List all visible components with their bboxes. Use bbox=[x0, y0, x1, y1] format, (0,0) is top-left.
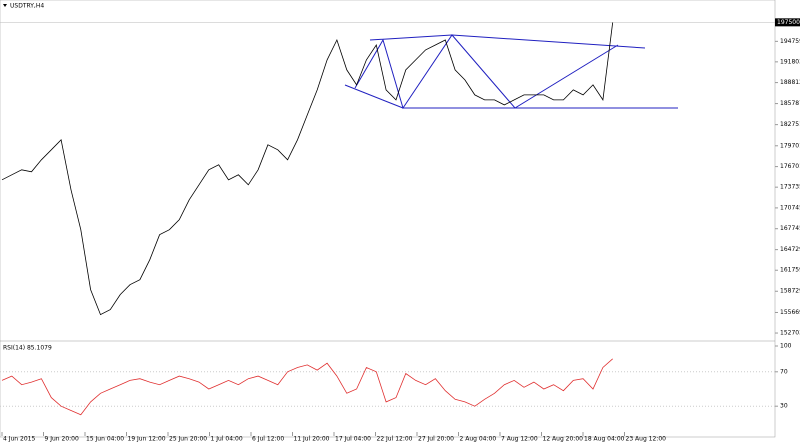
x-tick-label: 18 Aug 04:00 bbox=[584, 436, 625, 442]
x-tick-label: 4 Jun 2015 bbox=[3, 436, 35, 442]
indicator-title: RSI(14) 85.1079 bbox=[3, 345, 52, 352]
x-tick-label: 15 Jun 04:00 bbox=[86, 436, 124, 442]
series-line bbox=[1, 358, 613, 416]
price-label: 1975000 bbox=[777, 19, 800, 26]
x-tick-label: 17 Jul 04:00 bbox=[335, 436, 371, 442]
menu-arrow bbox=[3, 4, 7, 7]
y-tick-label: 1888124 bbox=[780, 79, 800, 86]
x-tick-label: 19 Jun 12:00 bbox=[128, 436, 166, 442]
price-box bbox=[775, 18, 800, 27]
y-tick-label: 1677451 bbox=[780, 225, 800, 232]
x-tick-label: 2 Aug 04:00 bbox=[460, 436, 497, 442]
y-tick-label: 1857871 bbox=[780, 100, 800, 107]
y-tick-label: 1556691 bbox=[780, 309, 800, 316]
y-tick-label: 1587291 bbox=[780, 288, 800, 295]
plot-frame bbox=[0, 0, 776, 438]
y-tick-label: 1707451 bbox=[780, 204, 800, 211]
y-tick-label: 100 bbox=[780, 343, 792, 350]
x-tick-label: 23 Aug 12:00 bbox=[626, 436, 667, 442]
x-tick-label: 6 Jul 12:00 bbox=[252, 436, 284, 442]
series-line bbox=[1, 22, 614, 316]
x-tick-label: 1 Jul 04:00 bbox=[211, 436, 243, 442]
y-tick-label: 1797011 bbox=[780, 142, 800, 149]
x-tick-label: 25 Jun 20:00 bbox=[169, 436, 207, 442]
y-tick-label: 70 bbox=[780, 368, 788, 375]
x-tick-label: 7 Aug 12:00 bbox=[501, 436, 538, 442]
y-tick-label: 1947591 bbox=[780, 38, 800, 45]
x-tick-label: 12 Aug 20:00 bbox=[543, 436, 584, 442]
y-tick-label: 30 bbox=[780, 403, 788, 410]
trendlines bbox=[344, 34, 678, 110]
x-tick-label: 22 Jul 12:00 bbox=[377, 436, 413, 442]
x-tick-label: 9 Jun 20:00 bbox=[45, 436, 79, 442]
chart-title: USDTRY,H4 bbox=[10, 3, 44, 10]
y-tick-label: 1767011 bbox=[780, 163, 800, 170]
y-tick-label: 1827511 bbox=[780, 121, 800, 128]
y-tick-label: 1737351 bbox=[780, 184, 800, 191]
y-tick-label: 1527031 bbox=[780, 330, 800, 337]
x-tick-label: 11 Jul 20:00 bbox=[294, 436, 330, 442]
x-tick-label: 27 Jul 20:00 bbox=[418, 436, 454, 442]
y-tick-label: 1918031 bbox=[780, 58, 800, 65]
y-tick-label: 1617591 bbox=[780, 267, 800, 274]
y-tick-label: 1647291 bbox=[780, 246, 800, 253]
